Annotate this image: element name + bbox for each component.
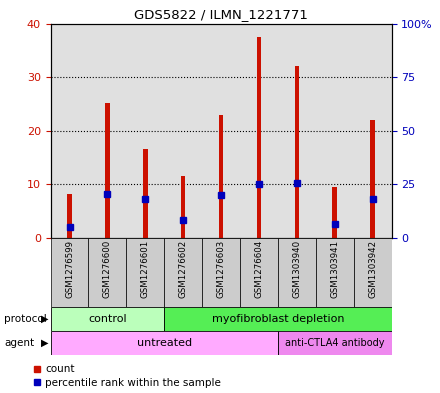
Text: protocol: protocol — [4, 314, 47, 324]
Text: ▶: ▶ — [41, 338, 48, 348]
Bar — [181, 176, 186, 238]
Bar — [257, 37, 261, 238]
Text: untreated: untreated — [137, 338, 192, 348]
FancyBboxPatch shape — [51, 307, 164, 331]
FancyBboxPatch shape — [88, 238, 126, 307]
Text: GSM1303941: GSM1303941 — [330, 240, 339, 298]
Text: GSM1276601: GSM1276601 — [141, 240, 150, 298]
Text: anti-CTLA4 antibody: anti-CTLA4 antibody — [285, 338, 385, 348]
FancyBboxPatch shape — [202, 238, 240, 307]
Text: GSM1276600: GSM1276600 — [103, 240, 112, 298]
Text: GSM1276603: GSM1276603 — [216, 240, 226, 298]
Bar — [370, 120, 375, 238]
FancyBboxPatch shape — [354, 238, 392, 307]
Text: agent: agent — [4, 338, 34, 348]
FancyBboxPatch shape — [240, 238, 278, 307]
Text: GSM1276604: GSM1276604 — [254, 240, 264, 298]
Title: GDS5822 / ILMN_1221771: GDS5822 / ILMN_1221771 — [134, 8, 308, 21]
FancyBboxPatch shape — [126, 238, 164, 307]
FancyBboxPatch shape — [278, 331, 392, 355]
Text: GSM1303940: GSM1303940 — [292, 240, 301, 298]
FancyBboxPatch shape — [316, 238, 354, 307]
Bar — [105, 103, 110, 238]
Bar — [143, 149, 147, 238]
FancyBboxPatch shape — [51, 238, 88, 307]
Bar — [67, 194, 72, 238]
Legend: count, percentile rank within the sample: count, percentile rank within the sample — [34, 364, 221, 387]
FancyBboxPatch shape — [164, 238, 202, 307]
Text: control: control — [88, 314, 127, 324]
Bar — [295, 66, 299, 238]
FancyBboxPatch shape — [51, 331, 278, 355]
Bar — [219, 115, 224, 238]
FancyBboxPatch shape — [164, 307, 392, 331]
Bar — [333, 187, 337, 238]
Text: GSM1276599: GSM1276599 — [65, 240, 74, 298]
Text: GSM1276602: GSM1276602 — [179, 240, 188, 298]
Text: ▶: ▶ — [41, 314, 48, 324]
Text: GSM1303942: GSM1303942 — [368, 240, 377, 298]
FancyBboxPatch shape — [278, 238, 316, 307]
Text: myofibroblast depletion: myofibroblast depletion — [212, 314, 344, 324]
